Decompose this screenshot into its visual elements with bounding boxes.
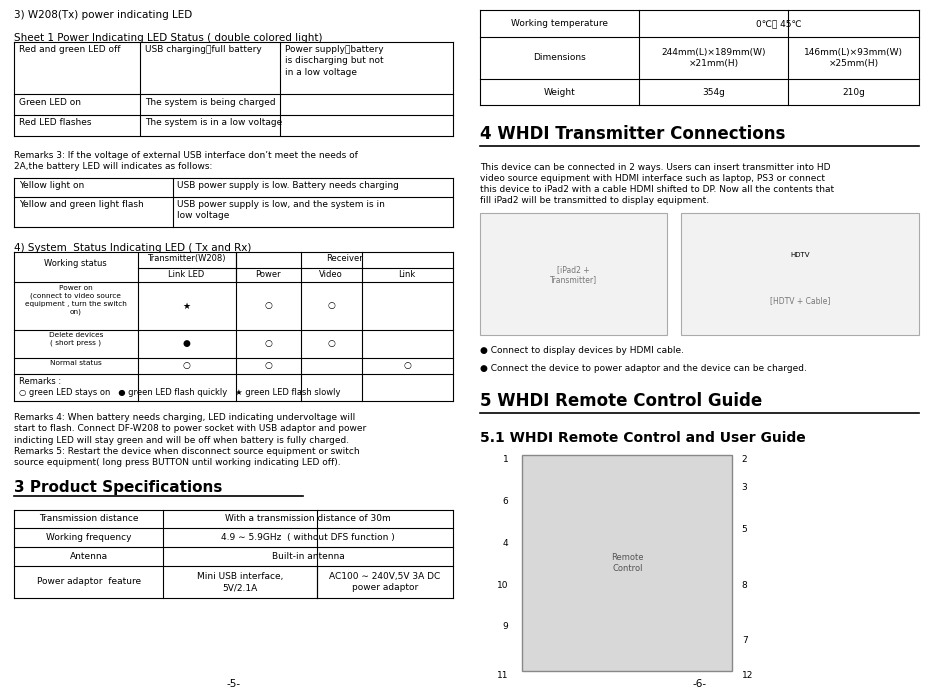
Text: USB power supply is low. Battery needs charging: USB power supply is low. Battery needs c…	[177, 181, 399, 190]
Text: ○: ○	[183, 362, 190, 370]
Text: 5.1 WHDI Remote Control and User Guide: 5.1 WHDI Remote Control and User Guide	[480, 431, 806, 445]
Text: USB power supply is low, and the system is in
low voltage: USB power supply is low, and the system …	[177, 200, 385, 220]
Text: Transmission distance: Transmission distance	[39, 514, 138, 523]
Text: Remarks 3: If the voltage of external USB interface don’t meet the needs of
2A,t: Remarks 3: If the voltage of external US…	[14, 151, 358, 171]
Bar	[480, 213, 667, 335]
Text: -5-: -5-	[226, 679, 241, 689]
Text: 6: 6	[503, 497, 508, 506]
Text: 11: 11	[497, 671, 508, 680]
Text: Working status: Working status	[45, 259, 107, 268]
Text: This device can be connected in 2 ways. Users can insert transmitter into HD
vid: This device can be connected in 2 ways. …	[480, 163, 835, 206]
Text: Red LED flashes: Red LED flashes	[19, 118, 91, 128]
Text: Yellow and green light flash: Yellow and green light flash	[19, 200, 144, 209]
Text: [iPad2 +
Transmitter]: [iPad2 + Transmitter]	[550, 265, 597, 284]
Text: Link LED: Link LED	[169, 270, 204, 279]
Text: Power on
(connect to video source
equipment , turn the switch
on): Power on (connect to video source equipm…	[25, 285, 127, 314]
Bar	[522, 455, 732, 671]
Text: Receiver: Receiver	[326, 254, 362, 263]
Text: Delete devices
( short press ): Delete devices ( short press )	[49, 332, 103, 346]
Text: 0℃～ 45℃: 0℃～ 45℃	[757, 20, 801, 28]
Text: Working frequency: Working frequency	[46, 533, 132, 542]
Text: HDTV: HDTV	[790, 252, 810, 258]
Text: ○: ○	[264, 362, 272, 370]
Text: 12: 12	[742, 671, 753, 680]
Text: 3: 3	[742, 483, 747, 492]
Text: Working temperature: Working temperature	[511, 20, 608, 28]
Text: Remarks 5: Restart the device when disconnect source equipment or switch
source : Remarks 5: Restart the device when disco…	[14, 447, 359, 467]
Text: Antenna: Antenna	[70, 552, 107, 561]
Text: Red and green LED off: Red and green LED off	[19, 45, 120, 54]
Text: 4.9 ∼ 5.9GHz  ( without DFS function ): 4.9 ∼ 5.9GHz ( without DFS function )	[221, 533, 395, 542]
Text: [HDTV + Cable]: [HDTV + Cable]	[770, 296, 830, 305]
Text: Power supply：battery
is discharging but not
in a low voltage: Power supply：battery is discharging but …	[285, 45, 383, 77]
Text: ●: ●	[183, 339, 190, 348]
Text: 4: 4	[503, 539, 508, 548]
Text: Mini USB interface,
5V/2.1A: Mini USB interface, 5V/2.1A	[197, 572, 284, 592]
Text: 8: 8	[742, 581, 747, 590]
Text: 5 WHDI Remote Control Guide: 5 WHDI Remote Control Guide	[480, 392, 763, 411]
Text: ○: ○	[327, 339, 335, 348]
Text: USB charging：full battery: USB charging：full battery	[145, 45, 261, 54]
Text: ○: ○	[264, 339, 272, 348]
Text: The system is in a low voltage: The system is in a low voltage	[145, 118, 282, 128]
Text: Remarks 4: When battery needs charging, LED indicating undervoltage will
start t: Remarks 4: When battery needs charging, …	[14, 413, 367, 445]
Text: 244mm(L)×189mm(W)
×21mm(H): 244mm(L)×189mm(W) ×21mm(H)	[661, 48, 766, 68]
Text: 4 WHDI Transmitter Connections: 4 WHDI Transmitter Connections	[480, 125, 786, 143]
Text: Normal status: Normal status	[50, 360, 102, 367]
Text: 1: 1	[503, 455, 508, 464]
Text: 5: 5	[742, 525, 747, 534]
Text: 2: 2	[742, 455, 747, 464]
Text: Power: Power	[256, 270, 281, 279]
Text: ● Connect to display devices by HDMI cable.: ● Connect to display devices by HDMI cab…	[480, 346, 685, 355]
Text: 354g: 354g	[703, 88, 725, 96]
Text: 4) System  Status Indicating LED ( Tx and Rx): 4) System Status Indicating LED ( Tx and…	[14, 243, 251, 252]
Text: ● Connect the device to power adaptor and the device can be charged.: ● Connect the device to power adaptor an…	[480, 364, 807, 373]
Text: With a transmission distance of 30m: With a transmission distance of 30m	[225, 514, 391, 523]
Text: -6-: -6-	[692, 679, 707, 689]
Text: 3 Product Specifications: 3 Product Specifications	[14, 480, 222, 496]
Text: 9: 9	[503, 622, 508, 631]
Text: 210g: 210g	[842, 88, 865, 96]
Text: Green LED on: Green LED on	[19, 98, 80, 107]
Text: ○: ○	[327, 302, 335, 310]
Text: Remarks :
○ green LED stays on   ● green LED flash quickly   ★ green LED flash s: Remarks : ○ green LED stays on ● green L…	[19, 377, 341, 397]
Text: 10: 10	[497, 581, 508, 590]
Text: Sheet 1 Power Indicating LED Status ( double colored light): Sheet 1 Power Indicating LED Status ( do…	[14, 33, 323, 43]
Text: Remote
Control: Remote Control	[611, 553, 644, 573]
Text: AC100 ∼ 240V,5V 3A DC
power adaptor: AC100 ∼ 240V,5V 3A DC power adaptor	[329, 572, 440, 592]
Bar	[681, 213, 919, 335]
Text: Link: Link	[398, 270, 415, 279]
Text: 3) W208(Tx) power indicating LED: 3) W208(Tx) power indicating LED	[14, 10, 192, 20]
Text: ○: ○	[403, 362, 411, 370]
Text: Weight: Weight	[544, 88, 576, 96]
Text: Yellow light on: Yellow light on	[19, 181, 84, 190]
Text: ★: ★	[183, 302, 190, 310]
Text: Video: Video	[319, 270, 343, 279]
Text: ○: ○	[264, 302, 272, 310]
Text: Built-in antenna: Built-in antenna	[272, 552, 344, 561]
Text: The system is being charged: The system is being charged	[145, 98, 275, 107]
Text: Transmitter(W208): Transmitter(W208)	[147, 254, 226, 263]
Text: Power adaptor  feature: Power adaptor feature	[36, 578, 141, 586]
Text: 7: 7	[742, 636, 747, 645]
Text: Dimensions: Dimensions	[534, 54, 586, 62]
Text: 146mm(L)×93mm(W)
×25mm(H): 146mm(L)×93mm(W) ×25mm(H)	[804, 48, 903, 68]
